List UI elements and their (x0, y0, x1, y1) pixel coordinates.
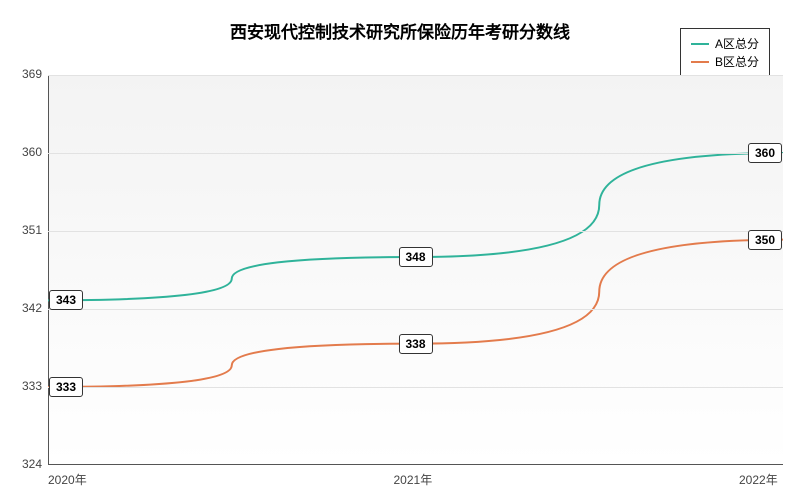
data-label: 350 (748, 230, 782, 250)
chart-container: 西安现代控制技术研究所保险历年考研分数线 A区总分 B区总分 324333342… (0, 0, 800, 500)
x-tick-label: 2020年 (48, 471, 87, 488)
y-tick-label: 333 (12, 379, 42, 393)
y-tick-label: 351 (12, 223, 42, 237)
y-tick-label: 342 (12, 301, 42, 315)
data-label: 338 (398, 334, 432, 354)
y-tick-label: 360 (12, 145, 42, 159)
data-label: 333 (49, 377, 83, 397)
x-tick-label: 2021年 (394, 471, 433, 488)
gridline (48, 309, 783, 310)
gridline (48, 231, 783, 232)
data-label: 360 (748, 143, 782, 163)
gridline (48, 153, 783, 154)
y-tick-label: 369 (12, 67, 42, 81)
data-label: 343 (49, 290, 83, 310)
gridline (48, 75, 783, 76)
gridline (48, 387, 783, 388)
y-tick-label: 324 (12, 457, 42, 471)
series-line (48, 153, 783, 300)
data-label: 348 (398, 247, 432, 267)
x-tick-label: 2022年 (739, 471, 778, 488)
